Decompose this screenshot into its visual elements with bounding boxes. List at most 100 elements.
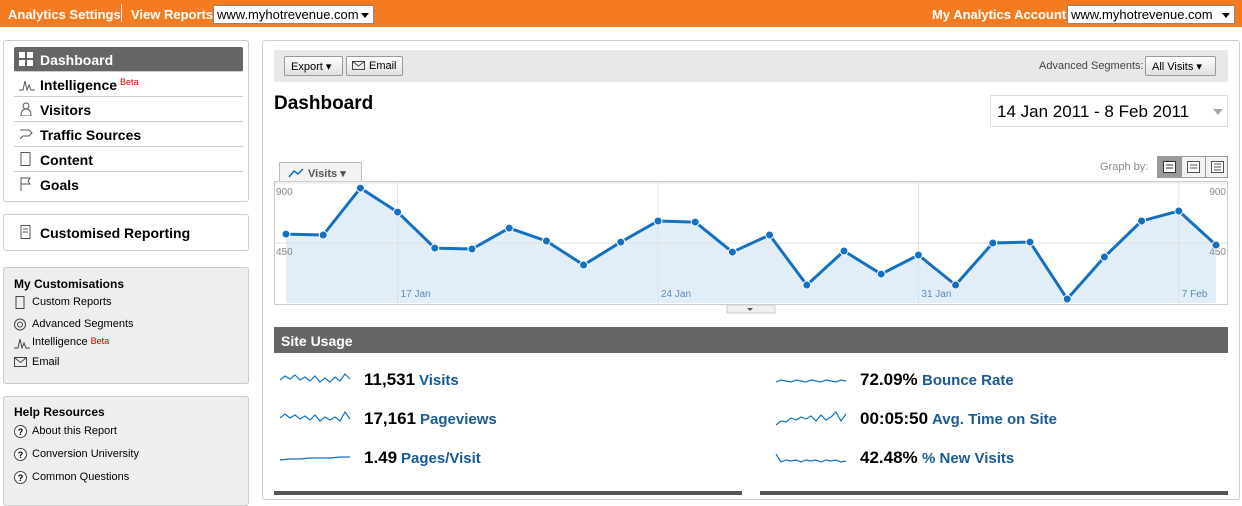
help-link[interactable]: ? About this Report (14, 425, 117, 438)
icon: ? (14, 448, 27, 461)
nav-item[interactable]: Intelligence Beta (14, 72, 243, 97)
icons (1163, 161, 1224, 173)
segments-label: Advanced Segments: (1039, 60, 1144, 72)
point (541, 236, 551, 246)
y-tick-label: 450 (276, 247, 293, 258)
view-reports-select[interactable]: www.myhotrevenue.com (213, 5, 374, 24)
metric-value: 1.49 (364, 448, 398, 467)
sub-label: Advanced Segments (32, 318, 134, 330)
site-usage-header: Site Usage (274, 327, 1228, 353)
x-tick-label: 24 Jan (661, 289, 691, 300)
sparkline (775, 379, 847, 383)
svg-text:?: ? (18, 427, 24, 437)
button-label: All Visits (1152, 61, 1194, 73)
point (393, 207, 403, 217)
top-bar: Analytics Settings View Reports: www.myh… (0, 0, 1242, 27)
sub-link[interactable]: Advanced Segments (14, 318, 134, 331)
line (285, 186, 1218, 301)
point (765, 230, 775, 240)
x-tick-label: 31 Jan (921, 289, 951, 300)
export-button[interactable]: Export ▾ (284, 56, 343, 76)
page-heading: Dashboard (274, 93, 374, 114)
metric-link[interactable]: Avg. Time on Site (932, 411, 1058, 428)
email-button[interactable]: Email (346, 56, 403, 76)
point (1137, 216, 1147, 226)
metric-value: 17,161 (364, 409, 416, 428)
accounts-label: My Analytics Accounts: (932, 7, 1078, 22)
section-title: Site Usage (281, 333, 353, 349)
settings-link[interactable]: Analytics Settings (8, 7, 121, 22)
point (913, 250, 923, 260)
sub-link[interactable]: Intelligence Beta (14, 336, 109, 349)
divider (1181, 157, 1182, 177)
sparkline (775, 411, 847, 426)
help-box: Help Resources ? About this Report ? Conve… (3, 396, 249, 506)
metric-link[interactable]: Pageviews (420, 411, 497, 428)
icon: ? (14, 471, 27, 484)
help-link[interactable]: ? Common Questions (14, 471, 130, 484)
x-tick-label: 7 Feb (1182, 289, 1208, 300)
sub-label: Custom Reports (32, 296, 112, 308)
nav-item[interactable]: Visitors (14, 97, 243, 122)
metric-value: 00:05:50 (860, 409, 929, 428)
select-value: www.myhotrevenue.com (217, 7, 359, 22)
icon (20, 102, 32, 116)
dropdown-arrow (1213, 109, 1223, 115)
nav-item[interactable]: Goals (14, 172, 243, 197)
nav-label: Intelligence (40, 77, 118, 93)
help-label: Common Questions (32, 471, 130, 483)
metric-link[interactable]: Visits (419, 372, 459, 389)
legend-label: Visits (308, 168, 338, 180)
svg-text:?: ? (18, 473, 24, 483)
nav-box: Dashboard Intelligence Beta Visitors Traf… (3, 40, 249, 202)
y-tick-label: 900 (276, 187, 293, 198)
help-link[interactable]: ? Conversion University (14, 448, 139, 461)
metric-link[interactable]: Pages/Visit (401, 450, 481, 467)
view-reports-label: View Reports: (131, 7, 218, 22)
point (504, 223, 514, 233)
nav-label: Goals (40, 177, 79, 193)
point (690, 217, 700, 227)
metric-value: 11,531 (364, 370, 416, 389)
metric: 42.48%% New Visits (773, 448, 1213, 472)
metric: 11,531 Visits (277, 370, 717, 394)
date-range[interactable]: 14 Jan 2011 - 8 Feb 2011 (990, 95, 1228, 127)
help-label: Conversion University (32, 448, 139, 460)
segments-select[interactable]: All Visits ▾ (1145, 56, 1216, 76)
next-section (760, 491, 1228, 495)
nav-item[interactable]: Dashboard (14, 47, 243, 72)
chart: 17 Jan 24 Jan 31 Jan 7 Feb 450 450 900 900 (274, 181, 1228, 314)
metric-link[interactable]: % New Visits (922, 450, 1015, 467)
metric-tab[interactable]: Visits ▾ (279, 162, 362, 182)
button-label: Email (369, 60, 397, 72)
point (802, 280, 812, 290)
accounts-select[interactable]: www.myhotrevenue.com (1067, 5, 1235, 24)
sub-link[interactable]: Custom Reports (14, 296, 112, 309)
point (727, 247, 737, 257)
next-section (274, 491, 742, 495)
metric-link[interactable]: Bounce Rate (922, 372, 1014, 389)
help-label: About this Report (32, 425, 117, 437)
nav-item[interactable]: Traffic Sources (14, 122, 243, 147)
nav-item[interactable]: Content (14, 147, 243, 172)
point (876, 269, 886, 279)
select-value: www.myhotrevenue.com (1071, 7, 1213, 22)
sub-link[interactable]: Email (14, 356, 60, 368)
graph-by-label: Graph by: (1100, 161, 1149, 173)
sub-label: Intelligence (32, 336, 88, 348)
date-range-text: 14 Jan 2011 - 8 Feb 2011 (997, 102, 1190, 121)
icon (20, 152, 31, 166)
sparkline (775, 453, 847, 463)
nav-label: Traffic Sources (40, 127, 142, 143)
metric: 72.09% Bounce Rate (773, 370, 1213, 394)
point (1025, 237, 1035, 247)
icon (288, 168, 304, 178)
metric-value: 42.48% (860, 448, 918, 467)
point (839, 246, 849, 256)
icon (352, 61, 365, 70)
toolbar: Export ▾ Email Advanced Segments: All Vi… (274, 50, 1228, 82)
nav-item[interactable]: Customised Reporting (14, 220, 243, 245)
point (616, 237, 626, 247)
button-label: Export (291, 61, 323, 73)
point (653, 216, 663, 226)
